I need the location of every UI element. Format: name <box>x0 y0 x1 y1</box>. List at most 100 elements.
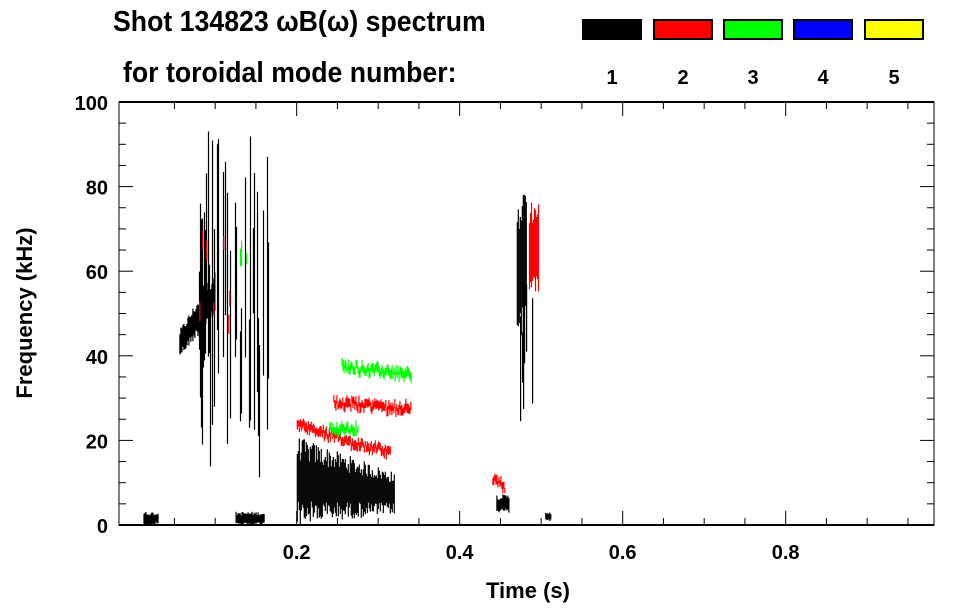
spectral-mark <box>229 290 231 307</box>
spectral-mark <box>345 398 347 408</box>
spectral-mark <box>373 402 375 410</box>
spectral-mark <box>378 470 380 504</box>
spectral-mark <box>396 404 398 411</box>
spectral-mark <box>408 368 410 378</box>
spectral-mark <box>311 425 313 433</box>
spectral-mark <box>410 401 412 411</box>
spectral-mark <box>374 440 376 449</box>
spectral-mark <box>194 312 196 338</box>
spectral-mark <box>406 403 408 413</box>
spectral-mark <box>240 515 242 524</box>
spectral-mark <box>336 395 338 404</box>
spectral-mark <box>367 464 369 503</box>
spectral-mark <box>385 399 387 408</box>
spectral-mark <box>202 230 204 250</box>
spectral-mark <box>382 368 384 378</box>
spectral-mark <box>364 441 366 447</box>
spectral-mark <box>209 298 212 467</box>
spectral-mark <box>536 214 539 280</box>
spectral-mark <box>308 461 310 514</box>
spectral-mark <box>361 399 363 408</box>
legend-label-mode-5: 5 <box>888 67 900 89</box>
spectral-mark <box>315 445 317 506</box>
spectral-mark <box>401 368 403 377</box>
spectral-mark <box>383 402 385 411</box>
spectral-mark <box>352 426 354 436</box>
spectral-mark <box>379 474 381 512</box>
spectral-mark <box>358 442 360 452</box>
spectral-mark <box>385 367 387 376</box>
spectral-mark <box>524 287 526 364</box>
spectral-mark <box>362 364 364 373</box>
spectral-mark <box>189 317 191 338</box>
spectral-mark <box>382 449 384 457</box>
spectral-mark <box>384 404 386 412</box>
spectral-mark <box>262 513 264 523</box>
spectral-mark <box>351 362 353 369</box>
spectral-mark <box>302 418 304 427</box>
spectral-mark <box>365 398 367 408</box>
spectral-mark <box>312 423 314 433</box>
spectral-mark <box>353 396 355 405</box>
spectral-mark <box>388 368 390 377</box>
spectral-mark <box>196 305 198 332</box>
spectral-mark <box>521 206 523 308</box>
spectral-mark <box>192 308 194 342</box>
spectral-mark <box>156 515 158 524</box>
spectral-mark <box>258 515 260 523</box>
spectral-mark <box>201 218 204 445</box>
spectral-mark <box>365 368 367 376</box>
spectral-mark <box>348 398 350 407</box>
spectral-mark <box>320 448 322 519</box>
spectral-mark <box>390 369 392 379</box>
spectral-mark <box>350 442 352 451</box>
spectral-mark <box>350 361 352 371</box>
spectral-mark <box>303 420 305 431</box>
spectral-mark <box>200 219 203 428</box>
spectral-mark <box>350 463 352 516</box>
spectral-mark <box>359 402 361 414</box>
spectral-mark <box>386 407 388 417</box>
spectral-mark <box>351 395 353 404</box>
spectral-mark <box>407 403 409 414</box>
spectral-mark <box>368 397 370 407</box>
spectral-mark <box>330 466 332 513</box>
spectral-mark <box>395 365 397 376</box>
spectral-mark <box>344 427 346 437</box>
spectral-mark <box>213 229 216 407</box>
spectral-mark <box>406 365 408 376</box>
spectral-mark <box>355 359 357 369</box>
spectral-mark <box>349 399 351 408</box>
spectral-mark <box>191 314 193 337</box>
spectral-mark <box>357 366 359 374</box>
spectral-feature-mode-1 <box>143 512 159 525</box>
spectral-mark <box>499 480 501 487</box>
spectral-mark <box>532 219 535 278</box>
spectral-mark <box>508 498 510 513</box>
spectral-mark <box>322 464 324 505</box>
y-tick-label: 80 <box>86 178 108 200</box>
legend-label-mode-2: 2 <box>677 67 689 89</box>
spectral-mark <box>357 467 359 517</box>
spectral-mark <box>334 458 336 513</box>
spectral-mark <box>342 424 344 433</box>
spectral-mark <box>316 428 318 436</box>
spectral-mark <box>533 208 536 279</box>
spectral-mark <box>516 222 518 325</box>
spectral-mark <box>256 515 258 523</box>
spectral-mark <box>346 395 348 407</box>
spectral-mark <box>500 476 502 486</box>
spectral-mark <box>405 398 407 410</box>
spectral-mark <box>341 436 343 446</box>
spectral-mark <box>408 404 410 414</box>
spectral-mark <box>517 209 519 327</box>
spectral-mark <box>352 441 354 450</box>
spectral-mark <box>326 433 328 440</box>
y-tick-label: 0 <box>97 516 108 538</box>
spectral-mark <box>393 474 395 514</box>
spectral-mark <box>348 366 350 375</box>
spectral-mark <box>319 426 321 437</box>
spectral-mark <box>321 461 323 518</box>
spectral-mark <box>240 308 243 414</box>
spectral-mark <box>148 514 150 525</box>
